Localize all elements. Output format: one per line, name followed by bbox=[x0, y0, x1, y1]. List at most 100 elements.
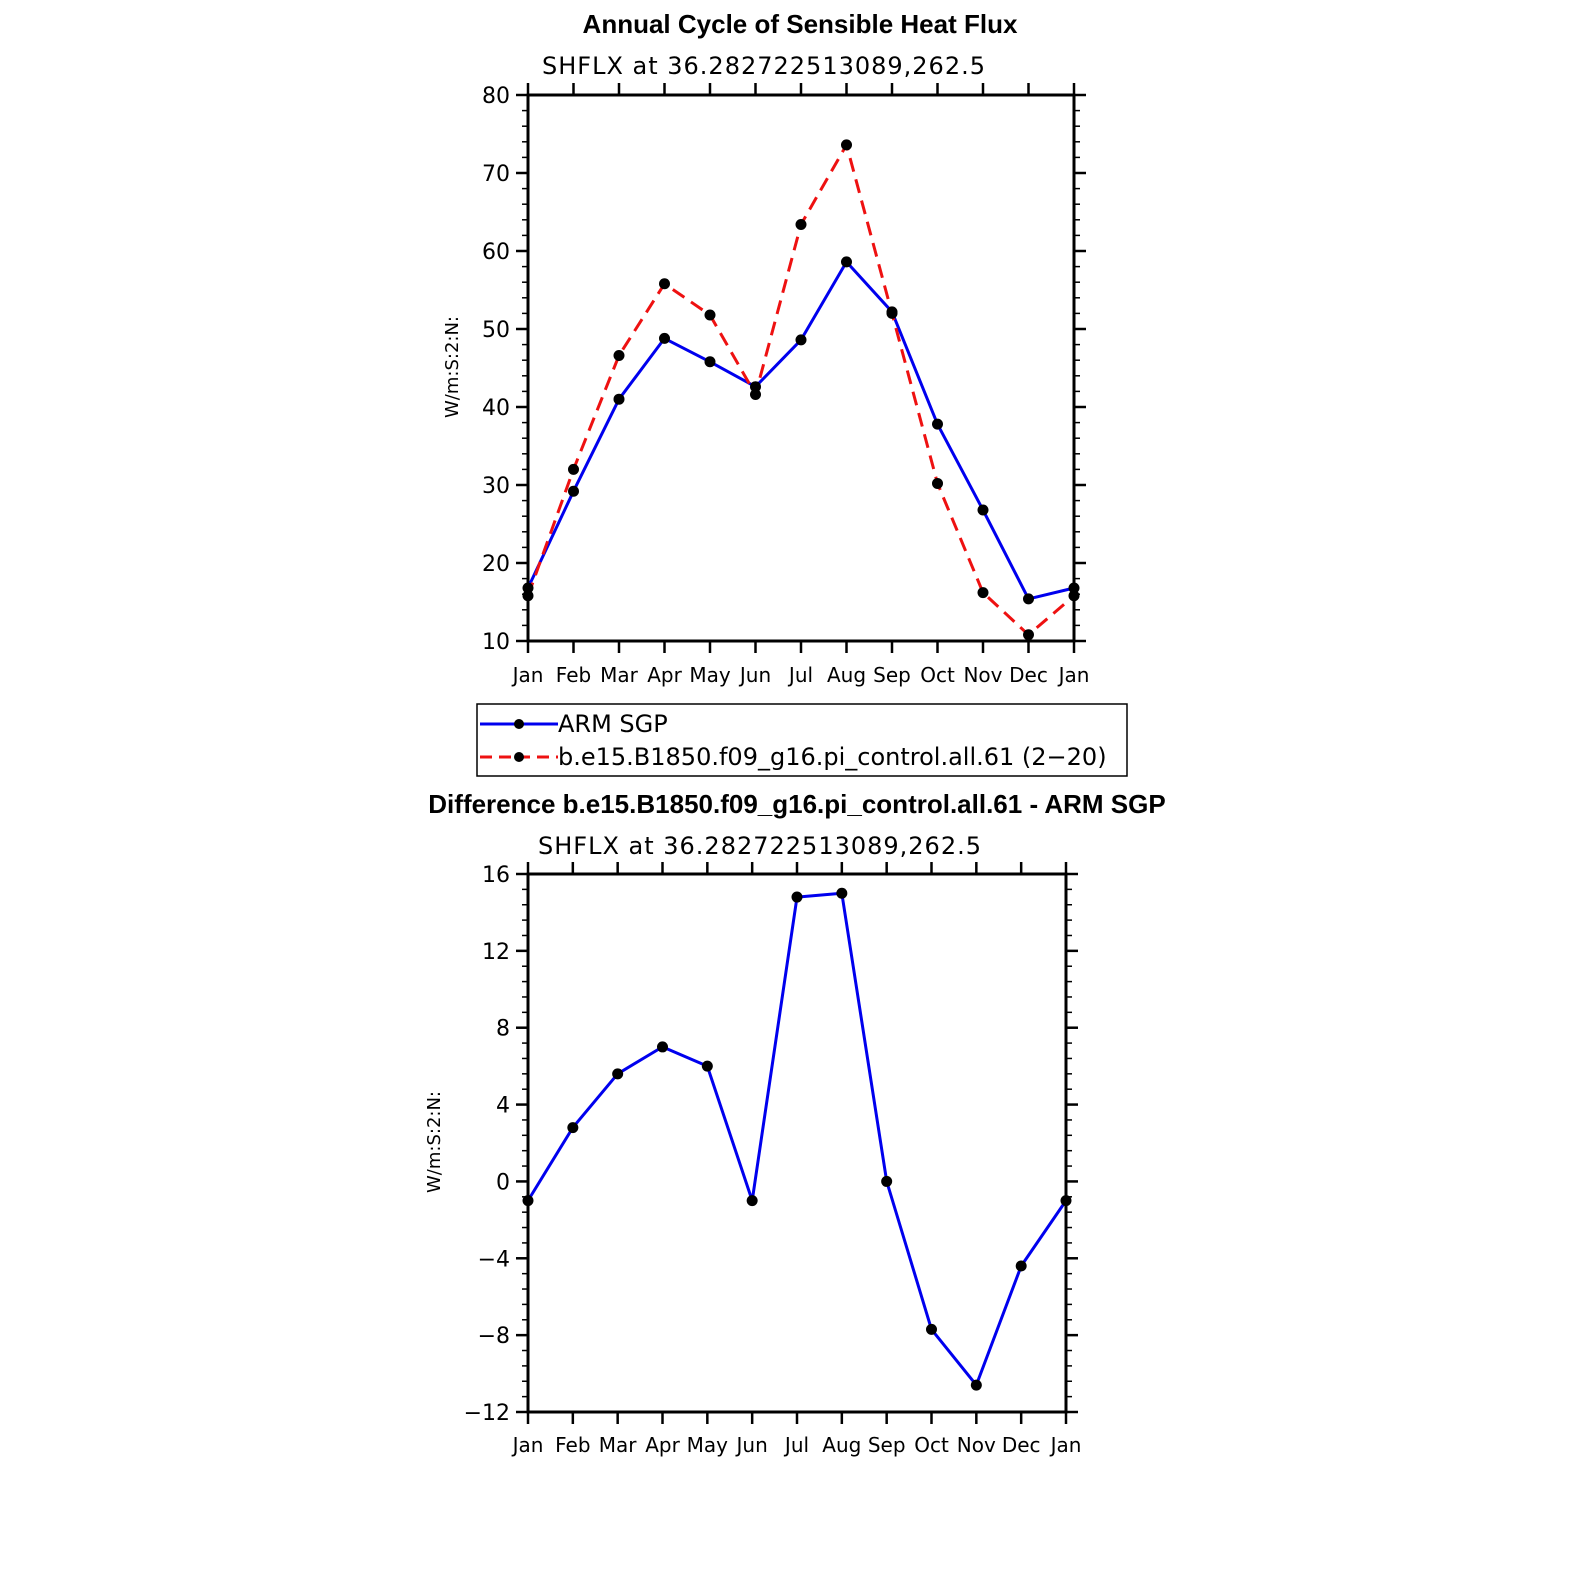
y-tick-label: 50 bbox=[482, 318, 510, 343]
chart-title: Difference b.e15.B1850.f09_g16.pi_contro… bbox=[428, 789, 1165, 819]
series-line-0 bbox=[526, 260, 1075, 601]
x-tick-label: Aug bbox=[827, 663, 866, 687]
data-point-0-2 bbox=[613, 393, 625, 405]
data-point-0-12 bbox=[1068, 582, 1080, 594]
data-point-0-11 bbox=[1023, 593, 1034, 605]
x-tick-label: Jan bbox=[1057, 663, 1090, 687]
plot-frame bbox=[526, 872, 1068, 1414]
data-point-1-7 bbox=[841, 139, 852, 151]
x-tick-label: Sep bbox=[868, 1433, 906, 1457]
data-point-0-1 bbox=[568, 485, 579, 497]
data-point-0-8 bbox=[881, 1175, 893, 1187]
x-tick-label: May bbox=[687, 1433, 729, 1457]
y-tick-label: 80 bbox=[482, 84, 510, 109]
x-tick-label: Dec bbox=[1009, 663, 1048, 687]
data-point-0-6 bbox=[791, 891, 803, 903]
data-point-0-9 bbox=[926, 1323, 937, 1335]
difference-chart: Difference b.e15.B1850.f09_g16.pi_contro… bbox=[424, 789, 1166, 1457]
x-tick-label: Jun bbox=[735, 1433, 768, 1457]
series-line-0 bbox=[526, 891, 1068, 1387]
y-tick-label: 20 bbox=[482, 552, 510, 577]
data-point-0-5 bbox=[750, 381, 761, 393]
data-point-0-9 bbox=[932, 418, 943, 430]
y-tick-label: 16 bbox=[482, 863, 510, 888]
data-point-1-6 bbox=[795, 218, 807, 230]
x-tick-label: Jul bbox=[783, 1433, 809, 1457]
legend-entry-arm-sgp: ARM SGP bbox=[558, 710, 668, 738]
y-tick-label: 0 bbox=[496, 1170, 510, 1195]
data-point-1-9 bbox=[932, 477, 943, 489]
data-point-1-2 bbox=[613, 350, 625, 362]
y-tick-label: 10 bbox=[482, 630, 510, 655]
data-point-1-8 bbox=[886, 307, 898, 319]
y-tick-label: 12 bbox=[482, 940, 510, 965]
y-tick-label: −4 bbox=[478, 1247, 510, 1272]
y-axis-label: W/m:S:2:N: bbox=[442, 316, 463, 418]
series-line-1 bbox=[526, 143, 1075, 637]
data-point-1-4 bbox=[704, 309, 716, 321]
data-point-0-10 bbox=[970, 1379, 982, 1391]
data-point-1-1 bbox=[568, 463, 579, 475]
x-tick-label: Jan bbox=[511, 663, 544, 687]
x-tick-label: Oct bbox=[920, 663, 955, 687]
chart-title: Annual Cycle of Sensible Heat Flux bbox=[583, 9, 1018, 39]
y-tick-label: −8 bbox=[478, 1324, 510, 1349]
series-group bbox=[522, 887, 1072, 1391]
x-tick-label: Jul bbox=[787, 663, 813, 687]
x-tick-label: Oct bbox=[914, 1433, 949, 1457]
chart-subtitle: SHFLX at 36.282722513089,262.5 bbox=[542, 52, 986, 80]
data-point-0-3 bbox=[657, 1041, 668, 1053]
y-tick-label: 30 bbox=[482, 474, 510, 499]
x-tick-label: Feb bbox=[556, 663, 591, 687]
data-point-0-2 bbox=[612, 1068, 624, 1080]
y-tick-label: 60 bbox=[482, 240, 510, 265]
y-tick-label: 40 bbox=[482, 396, 510, 421]
y-tick-label: 8 bbox=[496, 1017, 510, 1042]
x-tick-label: Jan bbox=[511, 1433, 544, 1457]
data-point-0-0 bbox=[522, 582, 534, 594]
data-point-0-1 bbox=[567, 1122, 579, 1134]
legend: ARM SGP b.e15.B1850.f09_g16.pi_control.a… bbox=[476, 703, 1128, 777]
x-tick-label: Feb bbox=[555, 1433, 590, 1457]
data-point-0-4 bbox=[704, 356, 716, 368]
data-point-1-0 bbox=[522, 590, 534, 602]
data-point-0-12 bbox=[1060, 1195, 1072, 1207]
y-tick-label: 70 bbox=[482, 162, 510, 187]
chart-subtitle: SHFLX at 36.282722513089,262.5 bbox=[538, 832, 982, 860]
legend-marker-arm-sgp bbox=[514, 719, 524, 729]
x-tick-label: Apr bbox=[647, 663, 682, 687]
x-tick-label: Jun bbox=[738, 663, 771, 687]
plot-axes: −12 −8 −4 0 4 8 12 16 Jan Feb Mar Apr May Jun Jul Aug Se… bbox=[464, 862, 1082, 1457]
x-tick-label: Mar bbox=[600, 663, 639, 687]
x-tick-label: Aug bbox=[822, 1433, 861, 1457]
data-point-0-11 bbox=[1015, 1260, 1027, 1272]
series-group bbox=[522, 139, 1080, 641]
data-point-1-11 bbox=[1023, 629, 1034, 641]
data-point-1-10 bbox=[977, 587, 989, 599]
y-tick-label: 4 bbox=[496, 1094, 510, 1119]
data-point-0-7 bbox=[841, 256, 852, 268]
x-tick-label: Jan bbox=[1049, 1433, 1082, 1457]
data-point-0-6 bbox=[795, 334, 807, 346]
x-tick-label: Dec bbox=[1002, 1433, 1041, 1457]
legend-entry-model: b.e15.B1850.f09_g16.pi_control.all.61 (2… bbox=[558, 743, 1107, 771]
x-tick-label: Mar bbox=[599, 1433, 638, 1457]
data-point-0-0 bbox=[522, 1195, 534, 1207]
plot-axes: 10 20 30 40 50 60 70 80 Jan Feb Mar Apr May Jun Jul Aug… bbox=[482, 83, 1089, 687]
x-tick-label: May bbox=[689, 663, 731, 687]
data-point-1-3 bbox=[659, 278, 670, 290]
legend-box bbox=[476, 703, 1128, 777]
data-point-1-5 bbox=[750, 389, 761, 401]
data-point-0-4 bbox=[701, 1060, 713, 1072]
data-point-0-10 bbox=[977, 504, 989, 516]
data-point-0-7 bbox=[836, 887, 848, 899]
legend-marker-model bbox=[514, 752, 524, 762]
x-tick-label: Nov bbox=[957, 1433, 996, 1457]
y-tick-label: −12 bbox=[464, 1401, 510, 1426]
annual-cycle-chart: Annual Cycle of Sensible Heat Flux SHFLX… bbox=[442, 9, 1089, 687]
x-tick-label: Sep bbox=[873, 663, 911, 687]
x-tick-label: Apr bbox=[645, 1433, 680, 1457]
data-point-1-12 bbox=[1068, 590, 1080, 602]
x-tick-label: Nov bbox=[963, 663, 1002, 687]
